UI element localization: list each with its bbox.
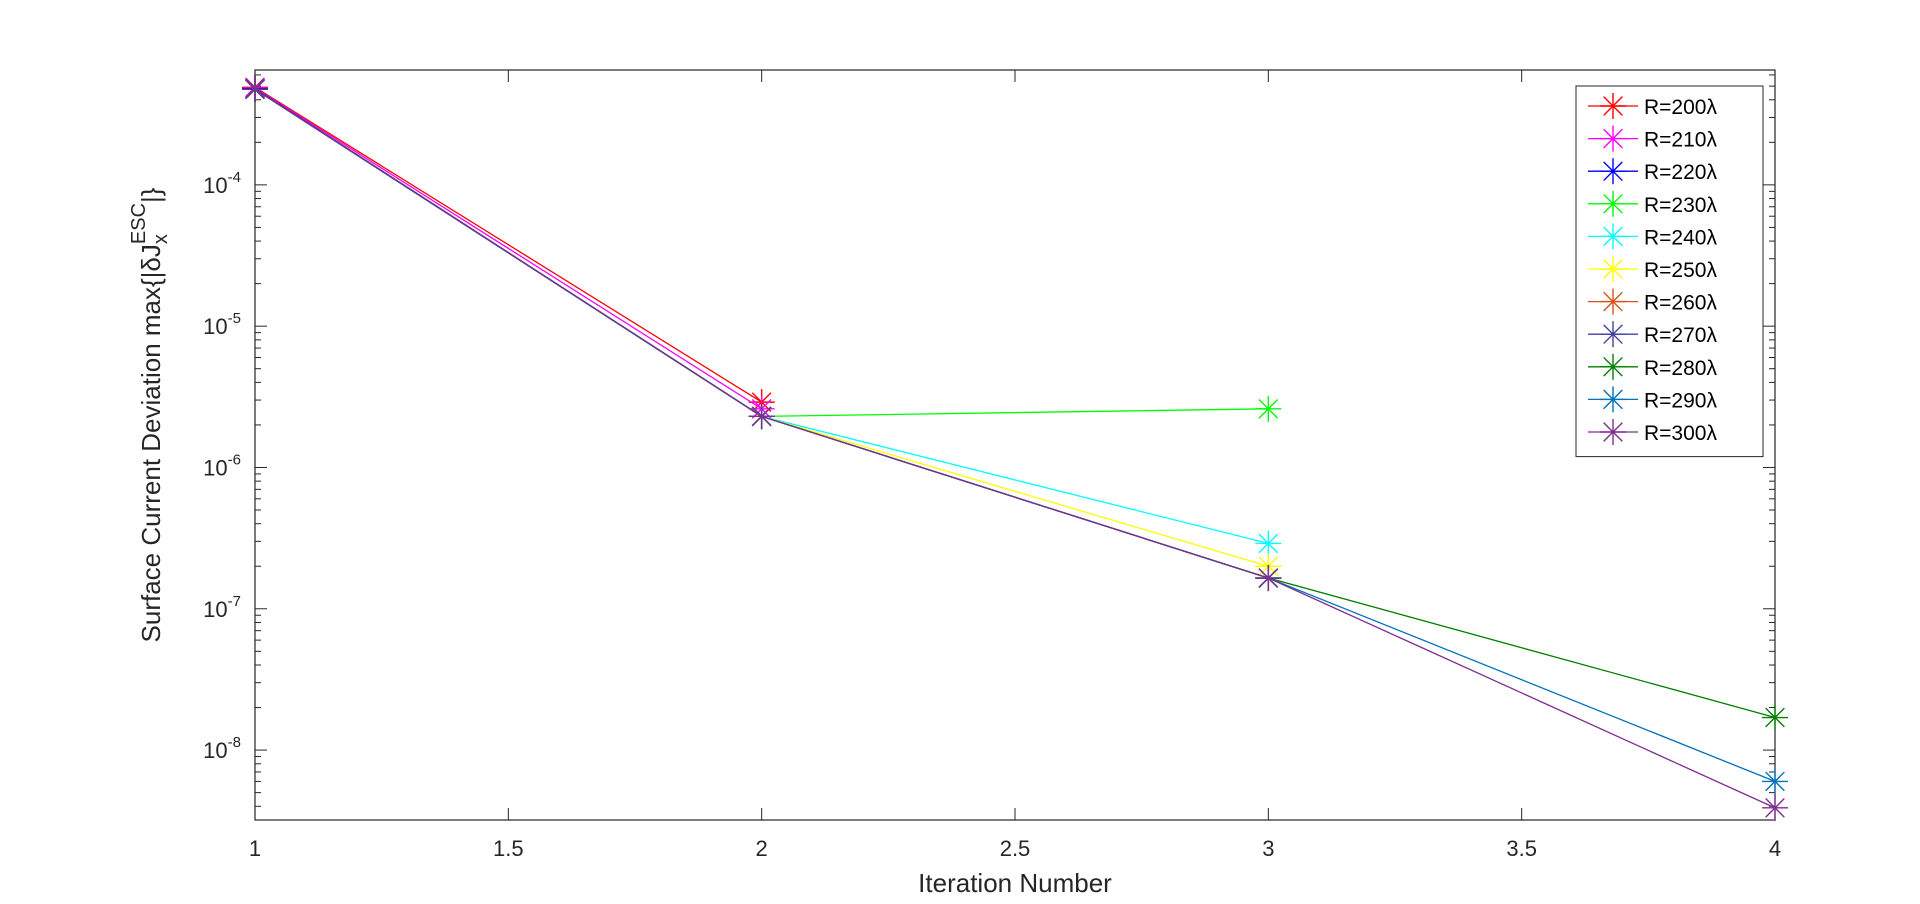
series-line — [254, 88, 1776, 809]
data-point — [1255, 530, 1282, 557]
y-tick-exponent: -6 — [228, 451, 241, 468]
legend: R=200λ R=210λ R=220λ R=230λ R=240λ R=250λ R=26… — [1575, 85, 1764, 458]
y-tick-exponent: -7 — [228, 593, 241, 610]
legend-marker — [1600, 125, 1626, 152]
legend-box — [1575, 85, 1764, 458]
legend-label: R=230λ — [1644, 194, 1717, 217]
legend-label: R=220λ — [1644, 161, 1717, 184]
legend-entry: R=270λ — [1588, 321, 1717, 348]
series-layer — [242, 74, 1788, 821]
y-axis-title-subscript: x — [150, 234, 172, 244]
legend-marker — [1600, 190, 1626, 217]
x-tick-label: 2.5 — [1000, 836, 1031, 861]
x-tick-label: 3.5 — [1506, 836, 1537, 861]
legend-entry: R=250λ — [1588, 256, 1717, 282]
legend-marker — [1600, 353, 1626, 380]
data-point — [1762, 794, 1788, 821]
data-point — [1762, 704, 1788, 731]
series-11 — [242, 76, 1788, 821]
legend-entry: R=260λ — [1588, 288, 1717, 315]
legend-entry: R=230λ — [1588, 190, 1717, 217]
legend-entry: R=290λ — [1588, 386, 1717, 413]
y-axis-title-j: J — [136, 244, 166, 257]
legend-marker — [1600, 321, 1626, 348]
legend-label: R=300λ — [1644, 422, 1717, 445]
y-tick-exponent: -8 — [228, 734, 241, 751]
data-point — [1255, 395, 1282, 422]
legend-entry: R=210λ — [1588, 125, 1717, 152]
legend-marker — [1600, 386, 1626, 413]
y-axis-title-suffix: |} — [136, 187, 166, 203]
plot-area — [254, 69, 1776, 821]
series-line — [254, 87, 763, 410]
legend-entry: R=280λ — [1588, 353, 1717, 380]
y-tick-exponent: -4 — [228, 169, 241, 186]
y-tick-base: 10 — [203, 173, 227, 198]
x-tick-label: 2 — [756, 836, 768, 861]
x-tick-label: 3 — [1262, 836, 1274, 861]
legend-label: R=210λ — [1644, 129, 1717, 152]
data-point — [1762, 768, 1788, 795]
legend-entry: R=240λ — [1588, 223, 1717, 250]
y-tick-base: 10 — [203, 597, 227, 622]
legend-marker — [1600, 158, 1626, 185]
y-axis-title: Surface Current Deviation max{|δJxESC|} — [128, 187, 172, 642]
legend-label: R=290λ — [1644, 389, 1717, 412]
legend-entry: R=300λ — [1588, 419, 1717, 445]
y-tick-base: 10 — [203, 738, 227, 763]
y-tick-label: 10-5 — [203, 310, 241, 339]
legend-entry: R=200λ — [1588, 93, 1717, 119]
legend-label: R=200λ — [1644, 96, 1717, 119]
data-point — [1255, 565, 1282, 592]
x-tick-label: 1.5 — [493, 836, 524, 861]
legend-marker — [1600, 419, 1626, 445]
legend-marker — [1600, 93, 1626, 119]
y-tick-label: 10-8 — [203, 734, 241, 763]
data-point — [242, 76, 268, 103]
legend-label: R=250λ — [1644, 259, 1717, 282]
x-axis-ticks: 1 1.5 2 2.5 3 3.5 4 — [249, 70, 1781, 861]
y-tick-label: 10-4 — [203, 169, 241, 198]
series-line — [254, 86, 763, 403]
x-axis-title: Iteration Number — [918, 868, 1112, 898]
x-tick-label: 4 — [1769, 836, 1781, 861]
y-tick-label: 10-6 — [203, 451, 241, 480]
legend-label: R=280λ — [1644, 357, 1717, 380]
data-point — [748, 403, 775, 430]
x-tick-label: 1 — [249, 836, 261, 861]
y-tick-exponent: -5 — [228, 310, 241, 327]
legend-label: R=260λ — [1644, 292, 1717, 315]
y-tick-base: 10 — [203, 314, 227, 339]
legend-marker — [1600, 256, 1626, 282]
legend-marker — [1600, 223, 1626, 250]
y-axis-title-prefix: Surface Current Deviation max{| — [136, 272, 166, 643]
y-axis-title-delta: δ — [136, 257, 166, 271]
legend-entry: R=220λ — [1588, 158, 1717, 185]
y-tick-base: 10 — [203, 455, 227, 480]
y-axis-title-superscript: ESC — [128, 203, 150, 244]
y-tick-label: 10-7 — [203, 593, 241, 622]
legend-label: R=270λ — [1644, 324, 1717, 347]
legend-label: R=240λ — [1644, 226, 1717, 249]
legend-marker — [1600, 288, 1626, 315]
y-axis-ticks: 10-810-710-610-510-4 — [203, 74, 1775, 807]
